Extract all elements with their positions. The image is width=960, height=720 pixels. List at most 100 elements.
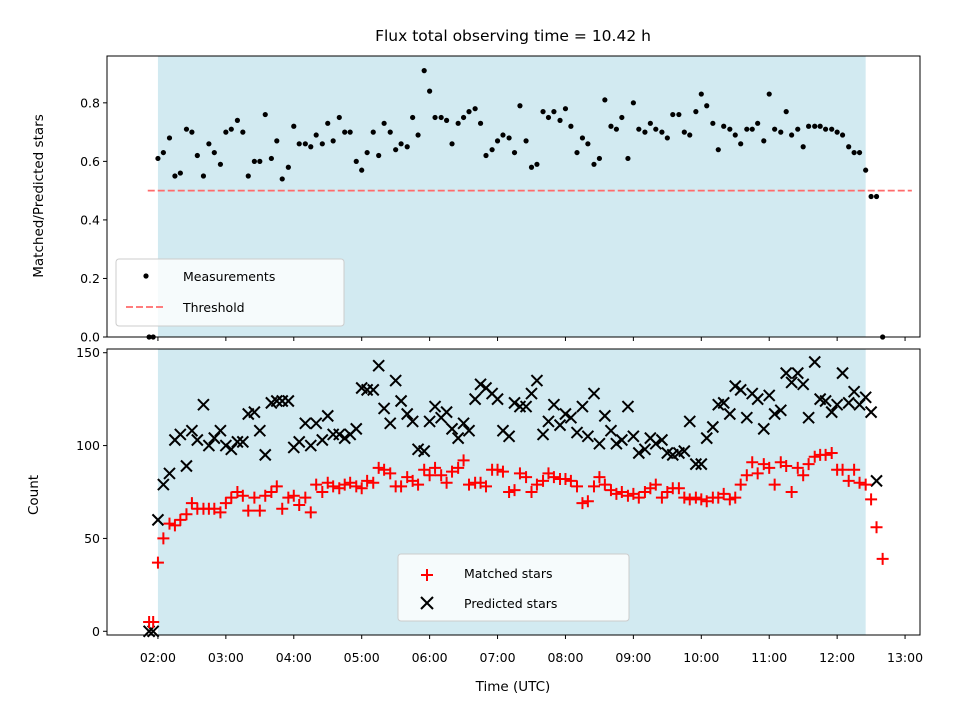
predicted-star-point: [468, 392, 482, 406]
x-tick-label: 05:00: [344, 650, 380, 665]
top-x-ticks: [157, 337, 906, 341]
measurement-point: [172, 173, 178, 179]
matched-star-point: [282, 491, 295, 504]
measurement-point: [285, 164, 291, 170]
measurement-point: [630, 100, 636, 106]
measurement-point: [591, 161, 597, 167]
measurement-point: [868, 193, 874, 200]
predicted-star-point: [151, 513, 165, 527]
measurement-point: [789, 132, 795, 138]
measurement-point: [245, 173, 251, 179]
measurement-point: [687, 132, 693, 138]
matched-star-point: [242, 504, 255, 517]
matched-star-point: [859, 478, 872, 491]
measurement-point: [291, 123, 297, 129]
legend-measurements-marker: [143, 273, 149, 279]
matched-star-point: [265, 486, 278, 498]
matched-star-point: [853, 476, 866, 489]
predicted-star-point: [428, 400, 442, 413]
predicted-star-point: [791, 366, 804, 380]
predicted-star-point: [757, 422, 770, 436]
measurement-point: [211, 149, 217, 156]
matched-star-point: [564, 474, 577, 487]
predicted-star-point: [197, 398, 210, 411]
predicted-star-point: [502, 430, 516, 443]
measurement-point: [183, 126, 190, 132]
measurement-point: [625, 155, 631, 162]
measurement-point: [676, 111, 682, 118]
measurement-point: [744, 126, 750, 132]
matched-star-point: [729, 491, 742, 504]
predicted-star-point: [774, 404, 787, 417]
x-tick-label: 07:00: [480, 650, 516, 665]
matched-star-point: [293, 499, 306, 511]
matched-star-point: [384, 467, 397, 480]
predicted-star-point: [333, 428, 346, 441]
matched-star-point: [310, 478, 323, 491]
matched-star-point: [571, 480, 584, 493]
predicted-star-point: [219, 439, 233, 452]
measurement-point: [432, 114, 438, 121]
predicted-star-point: [819, 394, 832, 408]
measurement-point: [715, 147, 721, 153]
matched-star-point: [435, 469, 448, 482]
predicted-star-point: [299, 417, 312, 430]
x-tick-label: 02:00: [140, 650, 176, 665]
measurement-point: [460, 114, 467, 121]
measurement-point: [749, 126, 755, 132]
predicted-star-point: [372, 359, 385, 372]
predicted-star-point: [384, 417, 397, 430]
x-tick-label: 12:00: [819, 650, 855, 665]
matched-star-point: [491, 463, 504, 476]
matched-star-point: [185, 497, 198, 510]
predicted-star-point: [350, 422, 363, 436]
matched-star-point: [865, 493, 878, 506]
measurement-point: [834, 129, 840, 135]
matched-star-point: [808, 450, 821, 463]
measurement-point: [160, 149, 166, 156]
y-tick-label: 0.6: [80, 154, 100, 169]
measurement-point: [710, 120, 716, 126]
measurement-point: [223, 129, 229, 135]
measurement-point: [347, 129, 353, 135]
y-tick-label: 50: [84, 531, 100, 546]
chart-title: Flux total observing time = 10.42 h: [375, 27, 651, 45]
matched-star-point: [287, 489, 300, 502]
matched-star-point: [412, 478, 425, 491]
matched-star-point: [236, 489, 249, 502]
matched-star-point: [785, 486, 798, 498]
matched-star-point: [496, 465, 509, 478]
predicted-star-point: [185, 424, 199, 437]
predicted-star-point: [445, 422, 459, 436]
measurement-point: [732, 132, 738, 138]
measurement-point: [489, 147, 495, 153]
matched-star-point: [740, 469, 753, 482]
predicted-star-point: [581, 430, 595, 443]
x-tick-label: 09:00: [615, 650, 651, 665]
x-tick-label: 11:00: [751, 650, 787, 665]
measurement-point: [421, 68, 427, 74]
predicted-star-point: [779, 366, 793, 380]
predicted-star-point: [338, 431, 351, 445]
measurement-point: [240, 129, 246, 135]
predicted-star-point: [304, 439, 317, 452]
predicted-star-point: [836, 366, 849, 380]
matched-star-point: [225, 491, 238, 504]
matched-star-point: [632, 491, 645, 504]
y-tick-label: 0.4: [80, 212, 100, 227]
predicted-star-point: [734, 383, 747, 397]
measurement-point: [398, 141, 404, 147]
measurement-point: [438, 114, 444, 121]
predicted-star-point: [763, 389, 776, 402]
matched-star-point: [248, 491, 261, 504]
predicted-star-point: [367, 383, 380, 397]
matched-star-point: [344, 476, 357, 489]
matched-star-point: [214, 506, 227, 519]
measurement-point: [274, 138, 280, 144]
predicted-star-point: [321, 409, 334, 423]
y-tick-label: 0: [92, 624, 100, 639]
measurement-point: [511, 149, 518, 156]
measurement-point: [636, 126, 642, 132]
matched-star-point: [378, 463, 391, 476]
matched-star-point: [678, 491, 691, 504]
